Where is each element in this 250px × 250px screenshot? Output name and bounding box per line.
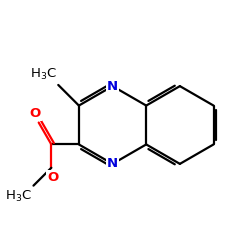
Text: O: O — [30, 107, 41, 120]
Text: H$_3$C: H$_3$C — [5, 189, 32, 204]
Text: H$_3$C: H$_3$C — [30, 67, 57, 82]
Text: N: N — [107, 158, 118, 170]
Text: N: N — [107, 80, 118, 92]
Text: O: O — [47, 171, 58, 184]
